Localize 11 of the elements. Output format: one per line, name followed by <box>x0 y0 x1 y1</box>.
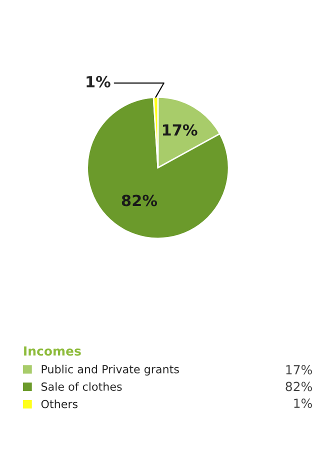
text: 82% <box>286 382 312 392</box>
pie-slice <box>86 96 230 240</box>
text: 17% <box>286 365 312 374</box>
legend-label: Sale of clothes <box>41 382 122 391</box>
legend-label: Others <box>41 400 78 408</box>
text: 1% <box>294 398 312 408</box>
data-label: 17% <box>162 124 198 136</box>
data-label: 1% <box>86 76 110 88</box>
legend-label: Public and Private grants <box>42 364 179 376</box>
legend-title: Incomes <box>24 346 81 356</box>
data-label: 82% <box>122 194 158 206</box>
